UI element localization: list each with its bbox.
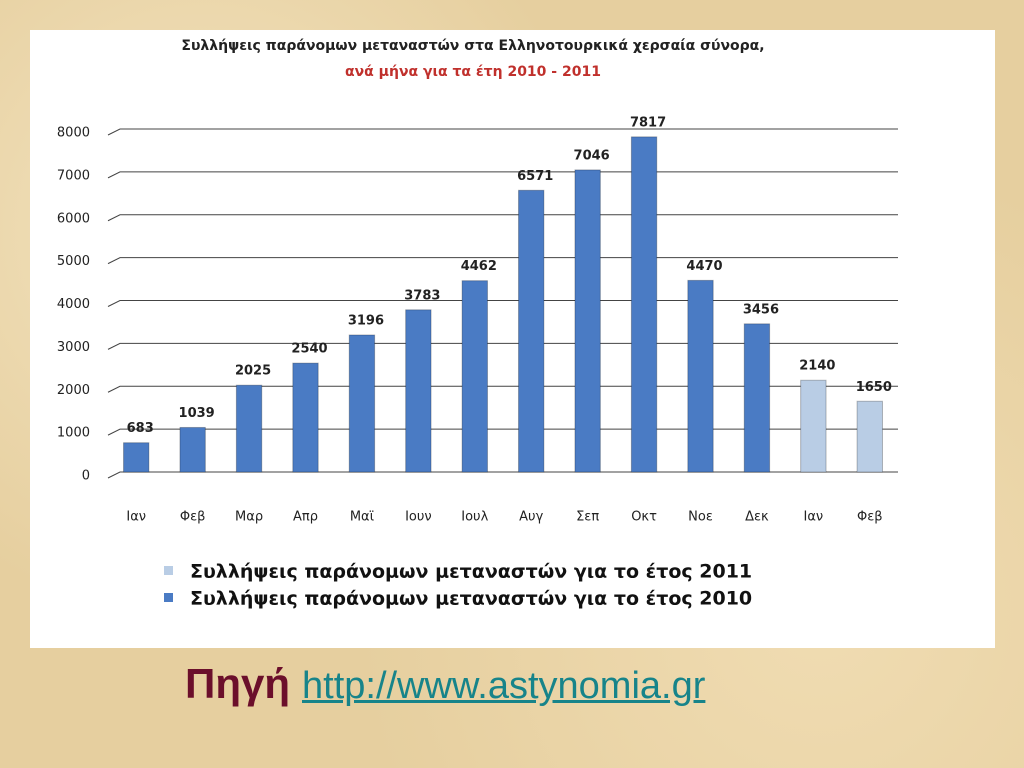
y-tick-label: 4000	[57, 297, 90, 312]
bar	[800, 379, 827, 473]
bar	[687, 279, 714, 473]
x-tick-label: Ιαν	[804, 510, 824, 525]
y-tick-label: 2000	[57, 383, 90, 398]
legend-swatch	[164, 593, 173, 602]
x-tick-label: Σεπ	[576, 510, 599, 525]
bar	[179, 426, 206, 473]
chart-background	[30, 30, 995, 648]
data-label: 2025	[235, 364, 271, 379]
data-label: 3783	[404, 288, 440, 303]
data-label: 7817	[630, 115, 666, 130]
data-label: 7046	[574, 148, 610, 163]
bar	[630, 136, 658, 473]
x-tick-label: Δεκ	[745, 510, 769, 525]
bar	[292, 362, 319, 473]
data-label: 4462	[461, 259, 497, 274]
source-label: Πηγή	[185, 660, 290, 707]
bar	[348, 334, 376, 473]
y-tick-label: 3000	[57, 340, 90, 355]
source-link[interactable]: http://www.astynomia.gr	[302, 665, 706, 707]
bar	[123, 442, 150, 473]
data-label: 3456	[743, 302, 779, 317]
y-tick-label: 1000	[57, 426, 90, 441]
x-tick-label: Ιουν	[405, 510, 432, 525]
grid-line	[107, 128, 898, 136]
x-tick-label: Φεβ	[857, 510, 883, 525]
data-label: 1039	[179, 406, 215, 421]
bar	[235, 384, 263, 473]
bar	[461, 280, 488, 473]
y-tick-label: 7000	[57, 168, 90, 183]
x-tick-label: Αυγ	[519, 510, 543, 525]
data-label: 1650	[856, 380, 892, 395]
data-label: 3196	[348, 313, 384, 328]
x-tick-label: Νοε	[688, 510, 713, 525]
bar	[574, 169, 601, 473]
data-label: 6571	[517, 169, 553, 184]
data-label: 2140	[799, 359, 835, 374]
y-tick-label: 0	[82, 469, 90, 484]
x-tick-label: Φεβ	[180, 510, 206, 525]
bar	[405, 309, 432, 473]
data-label: 4470	[686, 259, 722, 274]
y-tick-label: 8000	[57, 126, 90, 141]
bar	[856, 400, 883, 473]
x-tick-label: Οκτ	[631, 510, 657, 525]
x-tick-label: Ιουλ	[461, 510, 488, 525]
x-tick-label: Απρ	[293, 510, 318, 525]
bar	[518, 189, 545, 473]
x-tick-label: Μαϊ	[350, 510, 375, 525]
data-label: 2540	[291, 342, 327, 357]
y-tick-label: 5000	[57, 254, 90, 269]
legend-label: Συλλήψεις παράνομων μεταναστών για το έτ…	[190, 588, 752, 610]
x-tick-label: Μαρ	[235, 510, 263, 525]
x-tick-label: Ιαν	[126, 510, 146, 525]
bar	[743, 323, 771, 473]
source: Πηγή http://www.astynomia.gr	[185, 660, 705, 708]
data-label: 683	[127, 421, 154, 436]
y-tick-label: 6000	[57, 211, 90, 226]
chart-subtitle: ανά μήνα για τα έτη 2010 - 2011	[345, 64, 601, 80]
legend-label: Συλλήψεις παράνομων μεταναστών για το έτ…	[190, 561, 752, 583]
legend-swatch	[164, 566, 173, 575]
chart-title: Συλλήψεις παράνομων μεταναστών στα Ελλην…	[181, 38, 764, 54]
